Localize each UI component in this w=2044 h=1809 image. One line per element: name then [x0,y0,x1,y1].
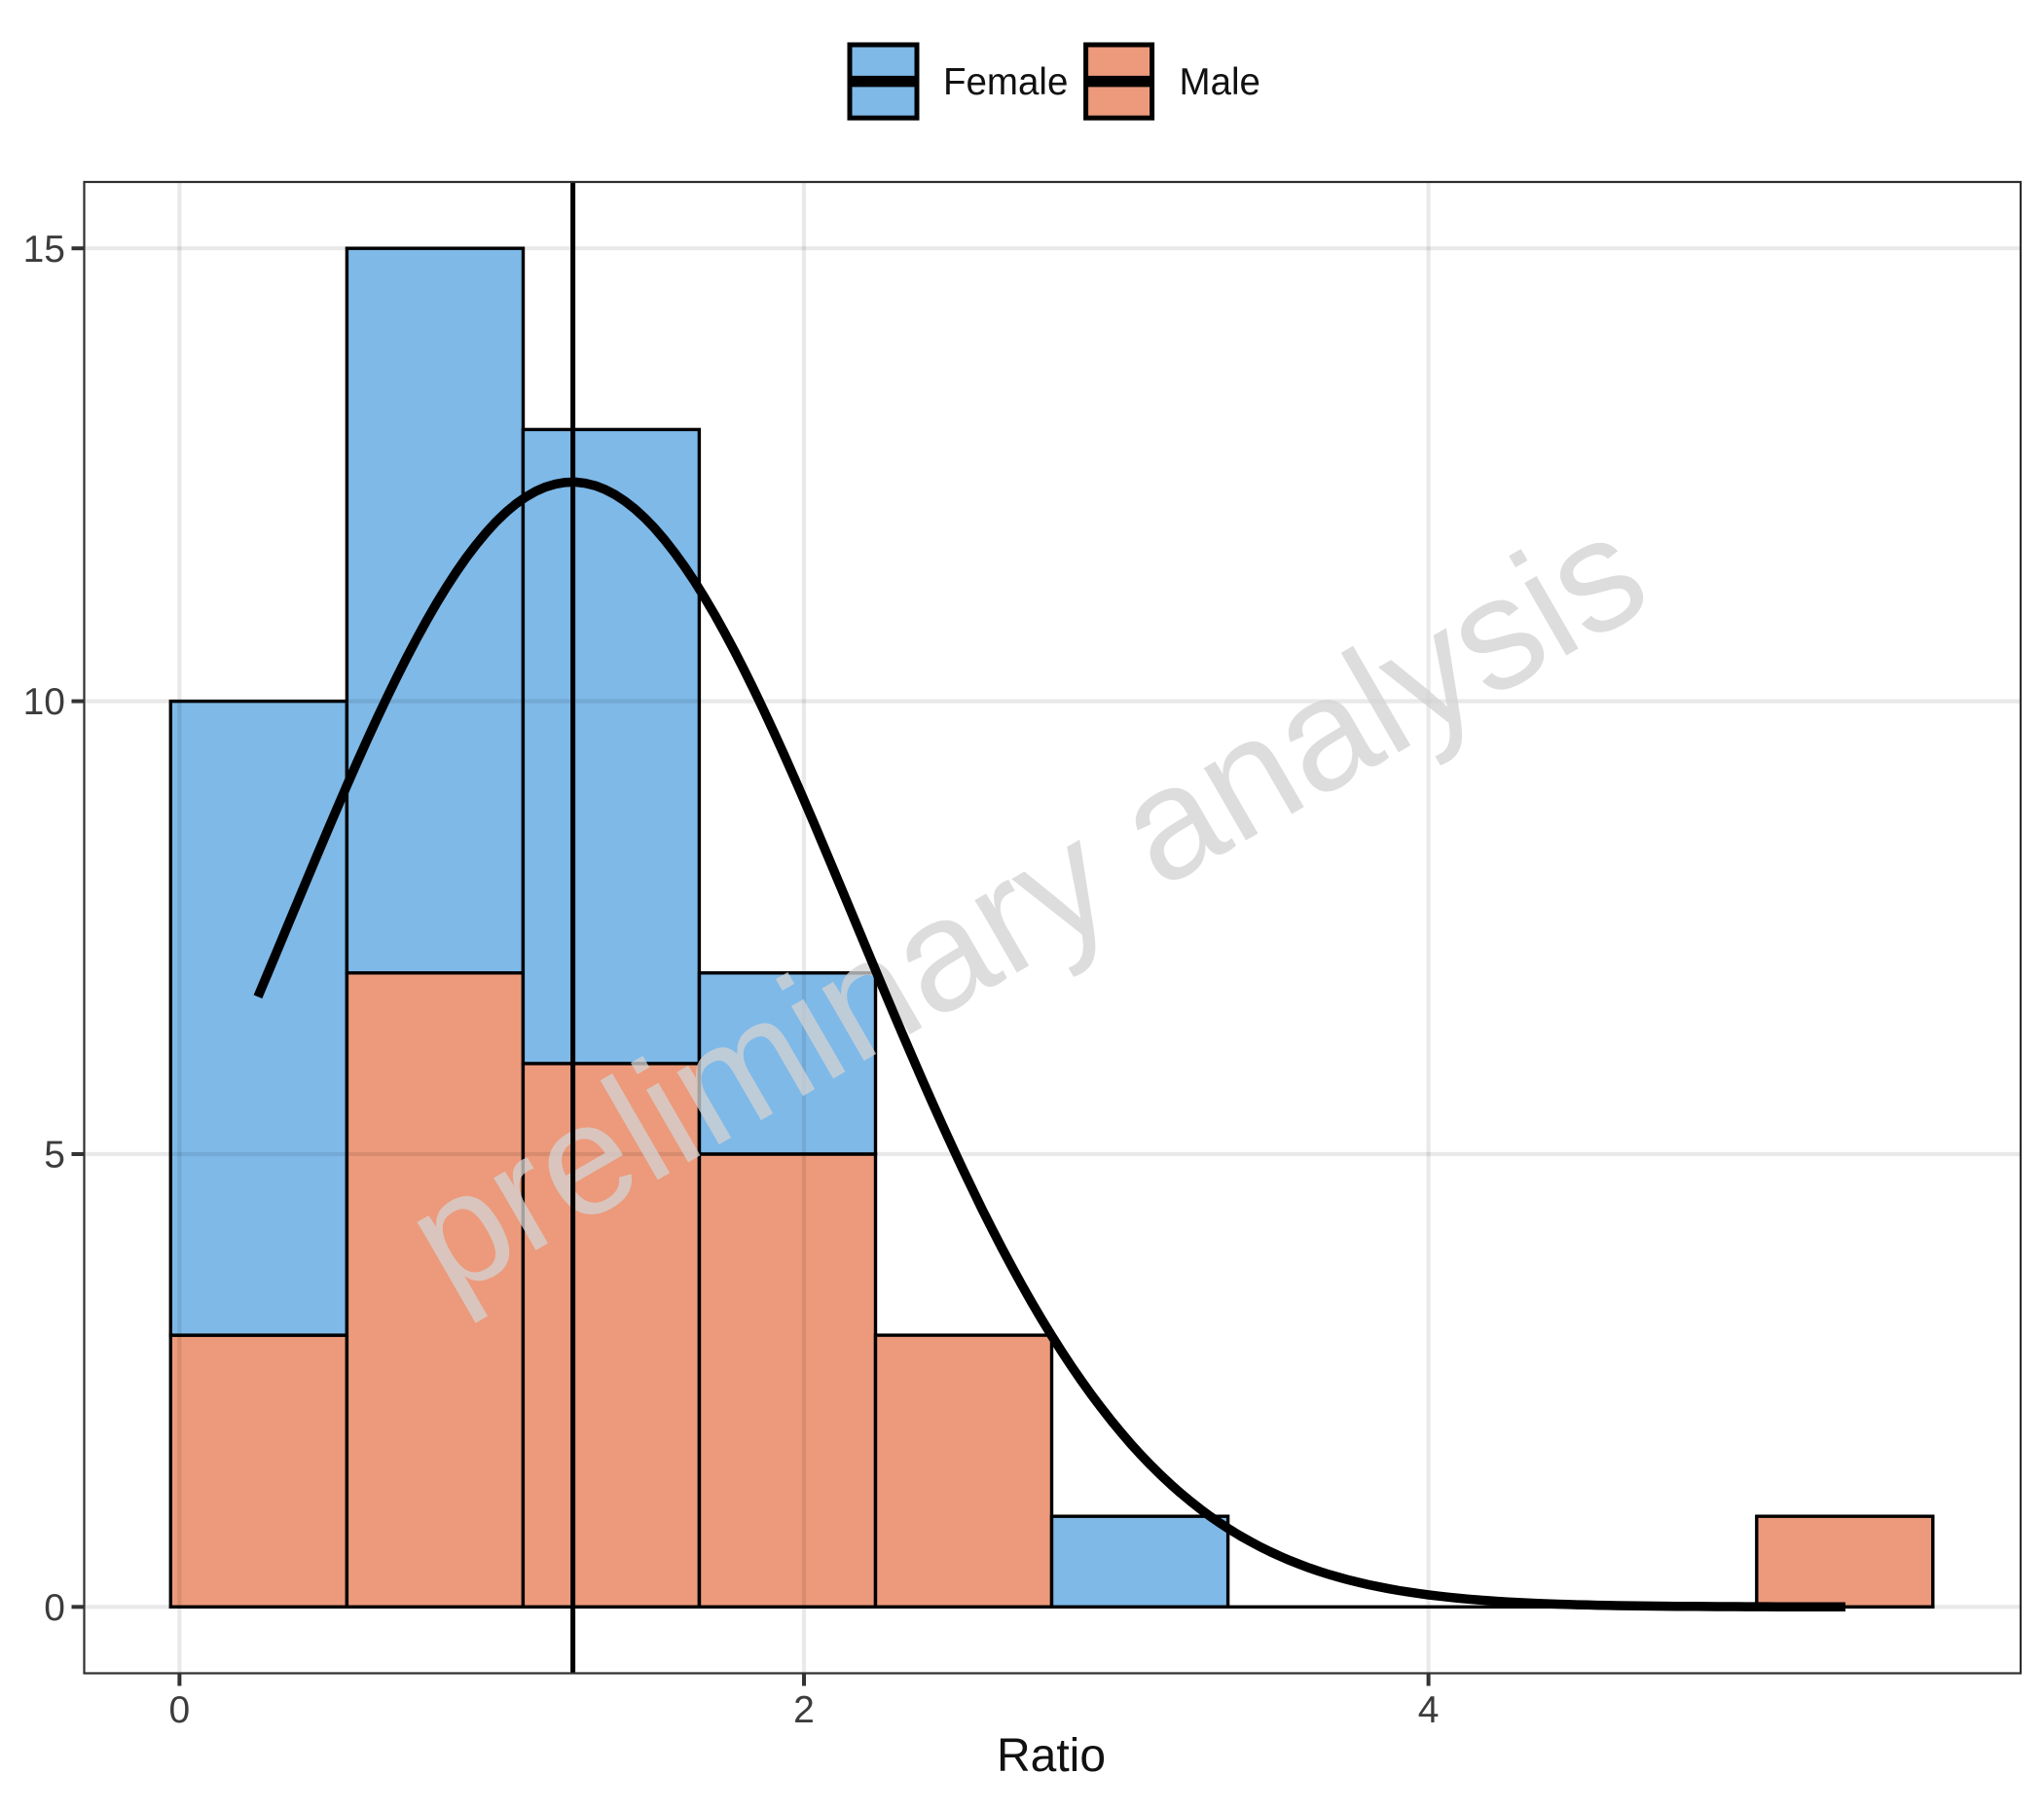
svg-text:0: 0 [169,1689,191,1731]
svg-text:Female: Female [943,61,1068,103]
svg-text:10: 10 [23,681,65,723]
svg-text:15: 15 [23,229,65,271]
svg-text:4: 4 [1418,1689,1440,1731]
svg-text:5: 5 [44,1135,65,1176]
svg-text:Male: Male [1180,61,1260,103]
svg-text:0: 0 [44,1587,65,1629]
svg-text:2: 2 [793,1689,815,1731]
svg-text:Ratio: Ratio [997,1730,1106,1782]
